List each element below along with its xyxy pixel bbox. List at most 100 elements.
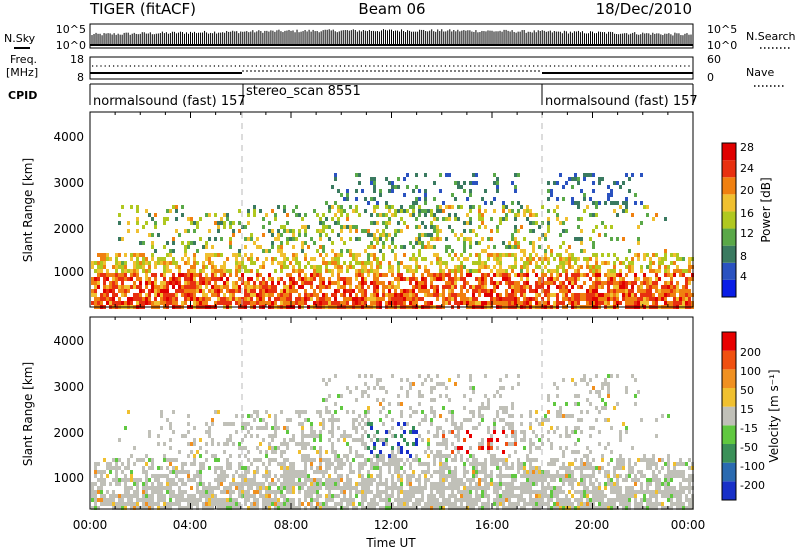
power-cell	[118, 297, 121, 301]
power-cell	[193, 265, 196, 269]
velocity-cell	[445, 462, 448, 466]
velocity-cell	[559, 474, 562, 478]
power-cell	[667, 265, 670, 269]
power-cell	[91, 277, 94, 281]
power-cell	[232, 293, 235, 297]
power-cell	[322, 281, 325, 285]
power-cell	[685, 269, 688, 273]
power-cell	[100, 301, 103, 305]
power-cell	[151, 241, 154, 245]
velocity-cell	[439, 442, 442, 446]
velocity-cell	[286, 498, 289, 502]
power-cell	[463, 249, 466, 253]
power-cell	[490, 201, 493, 205]
velocity-cell	[427, 462, 430, 466]
velocity-cell	[253, 478, 256, 482]
velocity-cell	[505, 442, 508, 446]
velocity-cell	[214, 498, 217, 502]
velocity-cell	[157, 466, 160, 470]
velocity-cell	[148, 430, 151, 434]
power-cell	[355, 197, 358, 201]
power-cell	[319, 289, 322, 293]
power-cell	[322, 249, 325, 253]
velocity-cell	[394, 486, 397, 490]
power-cell	[331, 205, 334, 209]
velocity-cell	[529, 474, 532, 478]
velocity-cell	[400, 498, 403, 502]
power-cell	[610, 193, 613, 197]
power-cell	[436, 209, 439, 213]
power-cell	[190, 277, 193, 281]
velocity-cell	[481, 406, 484, 410]
power-cell	[553, 301, 556, 305]
power-cell	[163, 265, 166, 269]
velocity-cell	[103, 458, 106, 462]
power-cell	[334, 253, 337, 257]
power-cell	[430, 225, 433, 229]
power-cell	[397, 285, 400, 289]
power-cell	[421, 257, 424, 261]
velocity-cell	[397, 446, 400, 450]
power-cell	[127, 297, 130, 301]
velocity-cell	[511, 422, 514, 426]
power-cell	[571, 293, 574, 297]
power-cell	[226, 213, 229, 217]
power-cell	[364, 209, 367, 213]
power-cell	[682, 297, 685, 301]
velocity-cell	[328, 378, 331, 382]
power-cell	[457, 257, 460, 261]
velocity-cell	[559, 498, 562, 502]
power-cell	[532, 213, 535, 217]
power-cell	[547, 257, 550, 261]
velocity-cell	[439, 490, 442, 494]
power-cell	[304, 233, 307, 237]
power-cell	[562, 185, 565, 189]
power-cell	[595, 225, 598, 229]
velocity-cell	[391, 450, 394, 454]
velocity-cell	[412, 474, 415, 478]
power-cell	[448, 293, 451, 297]
velocity-cell	[448, 474, 451, 478]
power-cell	[187, 229, 190, 233]
power-cell	[673, 293, 676, 297]
velocity-cell	[523, 470, 526, 474]
velocity-cell	[142, 466, 145, 470]
power-cell	[490, 293, 493, 297]
power-cell	[175, 261, 178, 265]
power-cell	[217, 285, 220, 289]
velocity-cell	[403, 438, 406, 442]
power-cell	[223, 213, 226, 217]
velocity-cell	[322, 398, 325, 402]
power-cell	[562, 241, 565, 245]
velocity-cell	[547, 430, 550, 434]
power-cell	[298, 285, 301, 289]
power-cell	[115, 261, 118, 265]
power-cell	[592, 285, 595, 289]
velocity-cell	[502, 386, 505, 390]
power-cell	[292, 301, 295, 305]
velocity-cell	[397, 450, 400, 454]
power-cell	[202, 281, 205, 285]
power-cell	[571, 301, 574, 305]
power-cell	[496, 261, 499, 265]
power-cell	[106, 297, 109, 301]
power-cell	[178, 269, 181, 273]
power-cell	[373, 297, 376, 301]
velocity-cell	[262, 482, 265, 486]
power-cell	[514, 237, 517, 241]
power-cell	[286, 265, 289, 269]
power-cell	[358, 281, 361, 285]
power-cell	[373, 273, 376, 277]
velocity-cell	[547, 398, 550, 402]
velocity-cell	[526, 458, 529, 462]
power-cell	[121, 301, 124, 305]
velocity-cell	[271, 498, 274, 502]
power-cell	[427, 273, 430, 277]
power-cell	[577, 277, 580, 281]
power-cell	[412, 245, 415, 249]
power-cell	[226, 289, 229, 293]
power-cell	[262, 249, 265, 253]
velocity-cell	[553, 486, 556, 490]
power-cell	[586, 205, 589, 209]
velocity-cell	[484, 406, 487, 410]
